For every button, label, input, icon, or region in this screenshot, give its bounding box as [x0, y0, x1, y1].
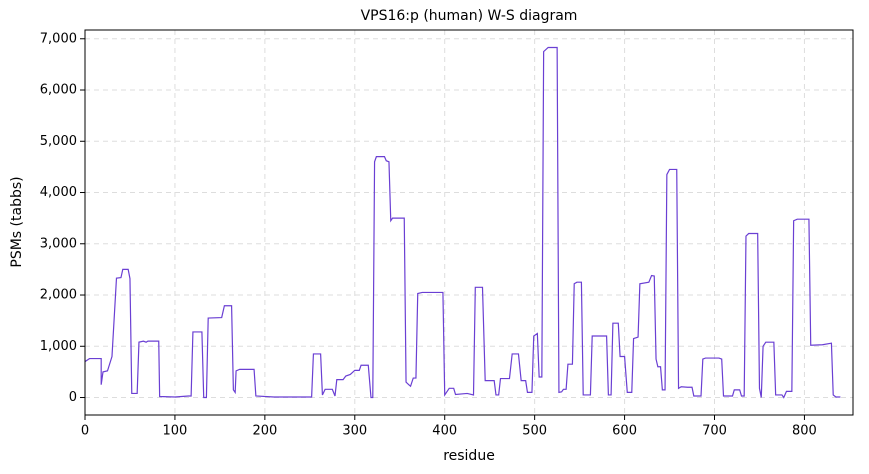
x-tick-label: 600	[612, 424, 637, 439]
chart-title: VPS16:p (human) W-S diagram	[361, 8, 578, 24]
x-tick-label: 700	[702, 424, 727, 439]
x-tick-label: 0	[81, 424, 89, 439]
y-tick-label: 4,000	[40, 185, 77, 200]
y-tick-label: 2,000	[40, 288, 77, 303]
y-tick-label: 6,000	[40, 83, 77, 98]
x-tick-label: 300	[342, 424, 367, 439]
y-tick-label: 1,000	[40, 339, 77, 354]
y-tick-label: 5,000	[40, 134, 77, 149]
data-line	[84, 46, 841, 399]
y-tick-label: 7,000	[40, 31, 77, 46]
plot-frame	[84, 29, 854, 416]
x-tick-label: 100	[163, 424, 188, 439]
x-tick-label: 200	[252, 424, 277, 439]
x-tick-label: 500	[522, 424, 547, 439]
x-tick-label: 800	[792, 424, 817, 439]
x-tick-label: 400	[432, 424, 457, 439]
y-tick-label: 0	[69, 390, 77, 405]
x-axis-label: residue	[443, 448, 495, 464]
y-axis-label: PSMs (tabbs)	[9, 176, 25, 267]
y-tick-label: 3,000	[40, 236, 77, 251]
